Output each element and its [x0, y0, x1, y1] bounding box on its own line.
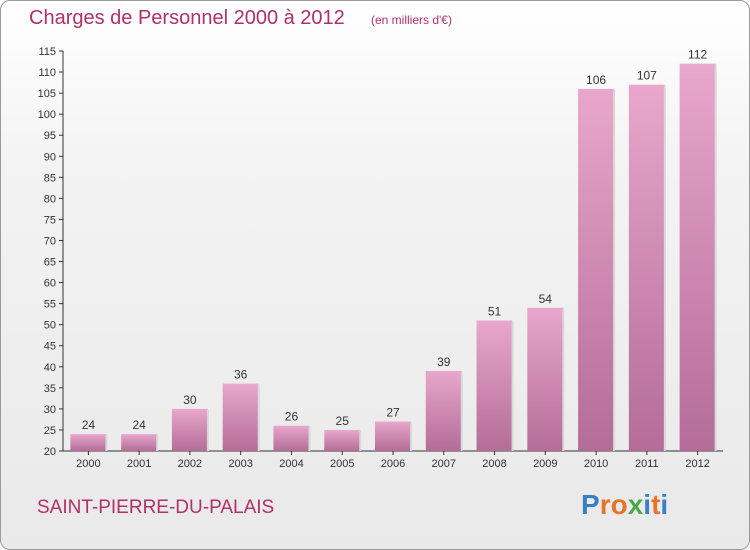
- x-tick-label: 2002: [178, 458, 202, 470]
- x-tick-label: 2009: [533, 458, 557, 470]
- chart-subtitle: (en milliers d'€): [371, 13, 452, 27]
- y-tick-label: 90: [44, 151, 56, 163]
- data-label: 54: [539, 292, 553, 306]
- y-tick-label: 45: [44, 341, 56, 353]
- bar-2001: [121, 434, 158, 451]
- data-label: 39: [437, 355, 451, 369]
- bar-2000: [70, 434, 107, 451]
- x-tick-label: 2008: [482, 458, 506, 470]
- bar-2009: [527, 307, 564, 451]
- y-tick-label: 110: [38, 67, 56, 79]
- commune-name: SAINT-PIERRE-DU-PALAIS: [37, 497, 275, 518]
- y-tick-label: 50: [44, 320, 56, 332]
- data-label: 106: [586, 73, 606, 87]
- x-tick-label: 2001: [127, 458, 151, 470]
- x-tick-label: 2006: [381, 458, 405, 470]
- data-label: 25: [336, 414, 350, 428]
- data-label: 36: [234, 368, 248, 382]
- data-label: 24: [82, 418, 96, 432]
- bar-2004: [273, 425, 310, 451]
- y-tick-label: 115: [38, 46, 56, 58]
- y-tick-label: 75: [44, 214, 56, 226]
- y-tick-label: 70: [44, 235, 56, 247]
- bar-2008: [476, 320, 513, 451]
- y-tick-label: 35: [44, 383, 56, 395]
- data-label: 27: [386, 406, 400, 420]
- logo-letter: o: [610, 489, 628, 520]
- y-tick-label: 100: [38, 109, 56, 121]
- y-tick-label: 40: [44, 362, 56, 374]
- x-tick-label: 2004: [279, 458, 303, 470]
- y-tick-label: 95: [44, 130, 56, 142]
- logo-letter: i: [660, 489, 669, 520]
- x-tick-label: 2010: [584, 458, 608, 470]
- logo-letter: P: [581, 489, 600, 520]
- bar-2007: [425, 371, 462, 451]
- x-tick-label: 2003: [228, 458, 252, 470]
- data-label: 112: [688, 48, 707, 62]
- y-tick-label: 85: [44, 172, 56, 184]
- x-tick-label: 2011: [635, 458, 659, 470]
- data-label: 51: [488, 304, 502, 318]
- logo-letter: i: [643, 489, 652, 520]
- bar-2006: [375, 421, 411, 451]
- x-tick-label: 2005: [330, 458, 354, 470]
- bar-2011: [628, 84, 665, 452]
- y-tick-label: 30: [44, 404, 56, 416]
- proxiti-logo: Proxiti: [581, 489, 668, 521]
- bar-2005: [324, 429, 361, 451]
- axes: 20 25 30 35 40 45 50 55 60 65 70 75 80 85 90 95 100 105 11…: [38, 46, 723, 458]
- y-tick-label: 25: [44, 425, 56, 437]
- bar-2003: [222, 383, 259, 451]
- data-label: 107: [637, 69, 657, 83]
- x-tick-label: 2012: [685, 458, 709, 470]
- labels: 24 2000 24 2001 30 2002 36 2003 26 2004 25 2005 27 20…: [76, 48, 710, 470]
- data-label: 24: [132, 418, 146, 432]
- logo-letter: r: [599, 489, 611, 520]
- bar-2012: [679, 63, 716, 451]
- y-tick-label: 60: [44, 278, 56, 290]
- x-tick-label: 2007: [432, 458, 456, 470]
- y-tick-label: 20: [44, 446, 56, 458]
- chart-title: Charges de Personnel 2000 à 2012: [29, 7, 345, 29]
- bars: [70, 63, 717, 452]
- y-tick-label: 80: [44, 193, 56, 205]
- data-label: 26: [285, 410, 299, 424]
- logo-letter: t: [651, 489, 661, 520]
- logo-letter: x: [627, 489, 644, 520]
- y-tick-label: 55: [44, 299, 56, 311]
- x-tick-label: 2000: [76, 458, 100, 470]
- data-label: 30: [183, 393, 197, 407]
- y-tick-label: 105: [38, 88, 56, 100]
- bar-2002: [171, 408, 208, 451]
- y-tick-label: 65: [44, 257, 56, 269]
- bar-2010: [578, 88, 615, 451]
